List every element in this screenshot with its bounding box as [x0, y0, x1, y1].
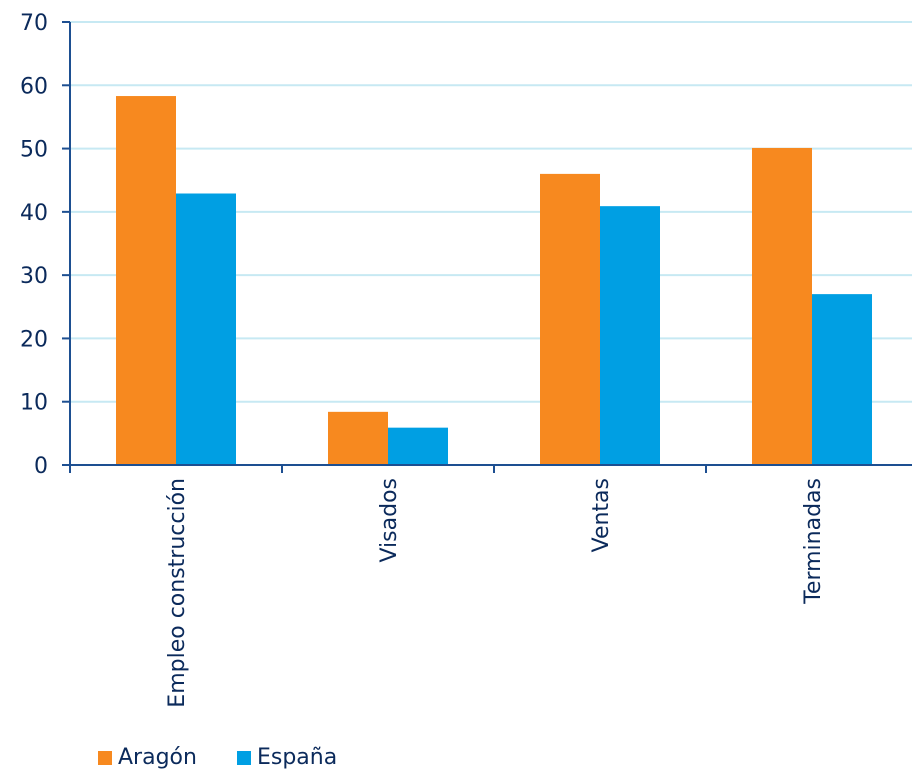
- x-category-label: Terminadas: [801, 478, 826, 605]
- bar-aragon-0: [116, 96, 176, 466]
- x-category-label: Ventas: [589, 478, 614, 552]
- bar-aragon-2: [540, 173, 600, 465]
- legend: Aragón España: [98, 746, 377, 770]
- y-tick-label: 0: [34, 454, 48, 479]
- legend-item-espana: España: [236, 745, 338, 770]
- bar-aragon-1: [328, 411, 388, 465]
- y-tick-label: 30: [20, 264, 48, 289]
- y-axis-tick-labels: 0 10 20 30 40 50 60 70: [20, 11, 48, 479]
- axes: [62, 21, 912, 473]
- y-tick-label: 10: [20, 391, 48, 416]
- x-category-label: Visados: [377, 478, 402, 563]
- y-tick-label: 40: [20, 201, 48, 226]
- legend-swatch-aragon: [98, 751, 112, 765]
- bar-espana-2: [600, 206, 660, 465]
- bar-espana-1: [388, 427, 448, 465]
- y-tick-label: 50: [20, 138, 48, 163]
- legend-item-aragon: Aragón: [98, 746, 197, 770]
- bar-espana-3: [812, 294, 872, 465]
- x-axis-category-labels: Empleo construcción Visados Ventas Terminad…: [165, 478, 826, 708]
- legend-label-aragon: Aragón: [118, 745, 197, 770]
- bar-espana-0: [176, 193, 236, 466]
- legend-swatch-espana: [236, 751, 251, 765]
- bars: [116, 96, 872, 466]
- y-tick-label: 20: [20, 327, 48, 352]
- bar-aragon-3: [752, 147, 812, 465]
- x-category-label: Empleo construcción: [165, 478, 190, 708]
- legend-label-espana: España: [256, 745, 338, 770]
- y-tick-label: 70: [20, 11, 48, 36]
- y-tick-label: 60: [20, 74, 48, 99]
